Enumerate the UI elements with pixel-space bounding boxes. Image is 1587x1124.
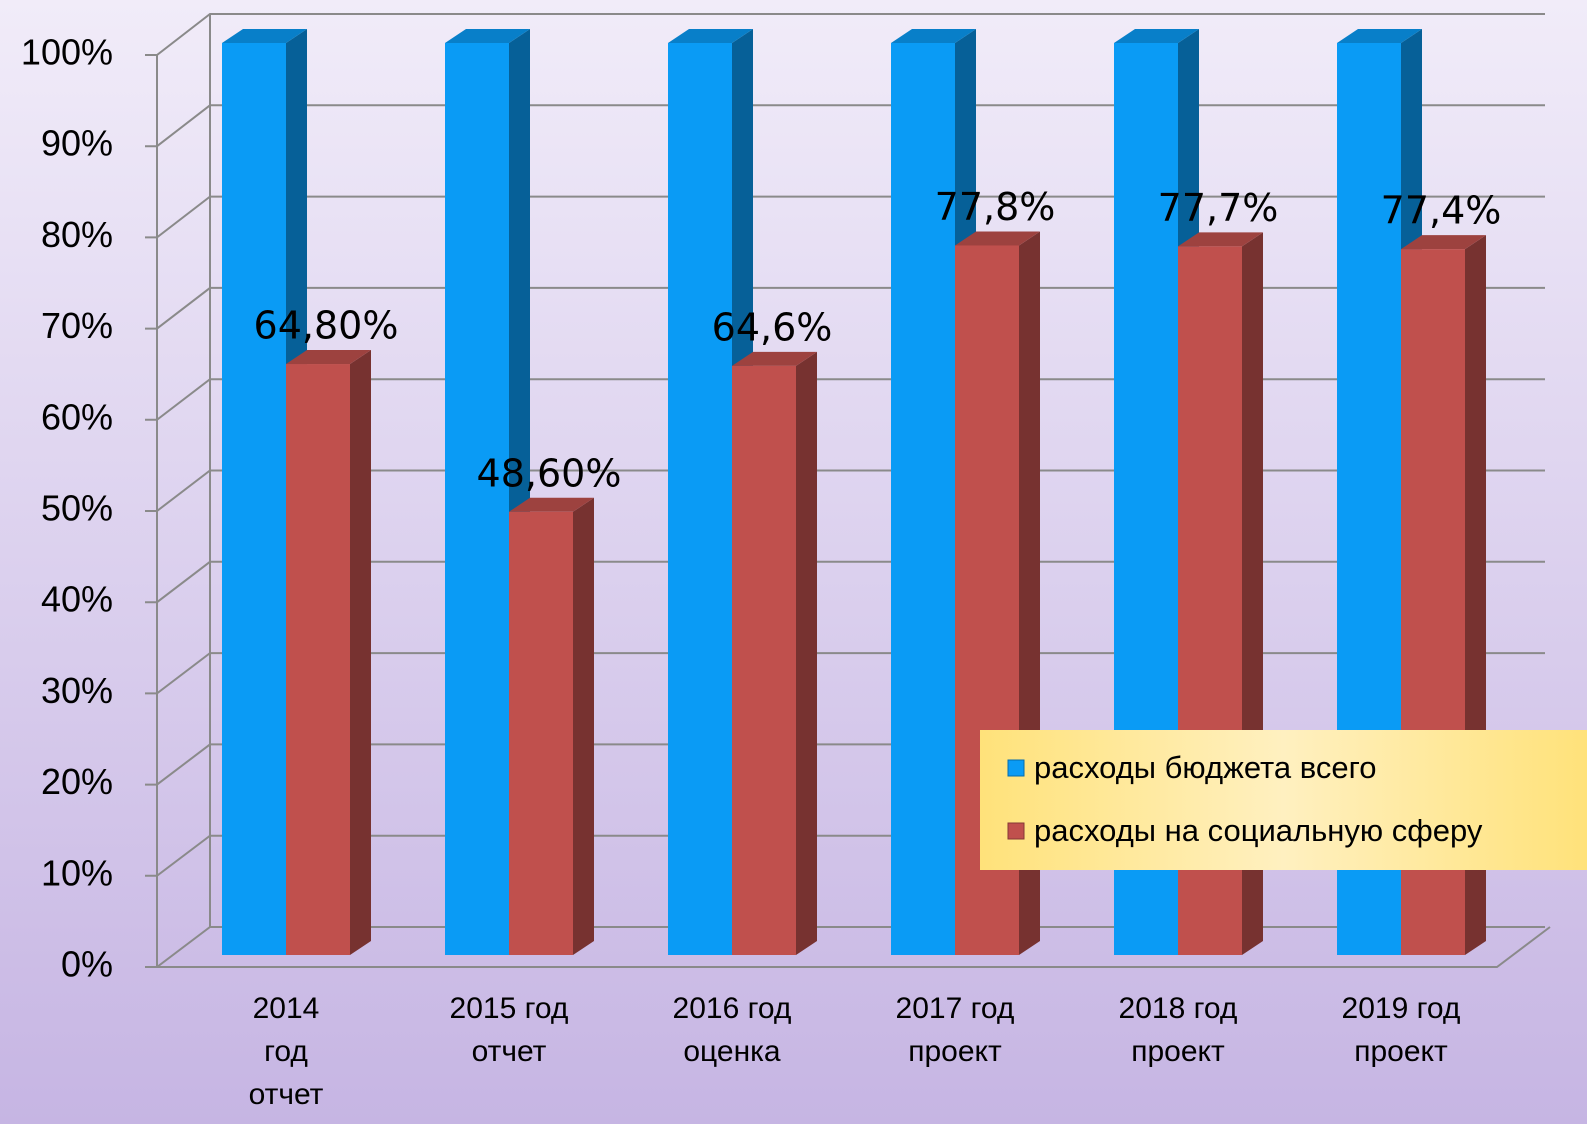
bar-front [891,43,955,955]
grid-line [145,926,1545,968]
data-label: 64,80% [254,304,399,348]
grid-line [145,560,1545,604]
bar-top [509,497,594,512]
bar-front [668,43,732,955]
bar [509,497,594,955]
grid-line [145,743,1545,786]
x-tick-label: 2016 год оценка [673,992,792,1068]
data-label: 64,6% [712,305,833,349]
legend-swatch [1007,759,1025,777]
y-tick-label: 20% [41,761,113,802]
bar-front [509,511,573,955]
bar [286,350,371,955]
y-tick-label: 100% [21,32,113,73]
bar-top [1114,29,1199,43]
bar-front [732,365,796,955]
y-tick-label: 70% [41,305,113,346]
data-label: 77,8% [935,185,1056,229]
bar-top [445,29,530,43]
y-tick-label: 10% [41,852,113,893]
bar-top [732,351,817,366]
bar-top [286,350,371,365]
data-label: 48,60% [477,451,622,495]
bar-side [350,350,371,955]
grid-line [145,469,1545,512]
y-tick-label: 90% [41,123,113,164]
x-tick-label: 2018 год проект [1119,992,1238,1068]
grid-line [145,834,1545,877]
x-tick-label: 2015 год отчет [450,992,569,1068]
y-tick-label: 0% [61,944,113,985]
data-label: 77,4% [1381,189,1502,233]
y-tick-label: 40% [41,579,113,620]
bar-front [445,43,509,955]
y-tick-label: 50% [41,488,113,529]
bar-front [222,43,286,955]
legend-box [980,730,1587,870]
bar-top [891,29,976,43]
bar-side [573,497,594,955]
grid-line [145,286,1545,330]
x-tick-label: 2017 год проект [896,992,1015,1068]
legend-label: расходы на социальную сферу [1034,813,1483,848]
bar-front [286,364,350,955]
legend-label: расходы бюджета всего [1034,750,1376,785]
grid-line [145,378,1545,421]
grid-line [145,652,1545,695]
bar-top [955,231,1040,246]
legend-swatch [1007,822,1025,840]
data-label: 77,7% [1158,186,1279,230]
y-tick-label: 60% [41,396,113,437]
bar [732,351,817,955]
floor [157,926,1551,968]
bar-side [796,351,817,955]
y-tick-label: 80% [41,214,113,255]
bar-top [1401,235,1486,250]
bar-top [1178,232,1263,247]
y-tick-label: 30% [41,670,113,711]
grid-line [145,195,1545,239]
bar-top [222,29,307,43]
grid-line [145,13,1545,56]
grid-line [145,104,1545,148]
bar-top [1337,29,1422,43]
x-tick-label: 2019 год проект [1342,992,1461,1068]
x-tick-label: 2014 год отчет [249,992,324,1111]
bar-top [668,29,753,43]
